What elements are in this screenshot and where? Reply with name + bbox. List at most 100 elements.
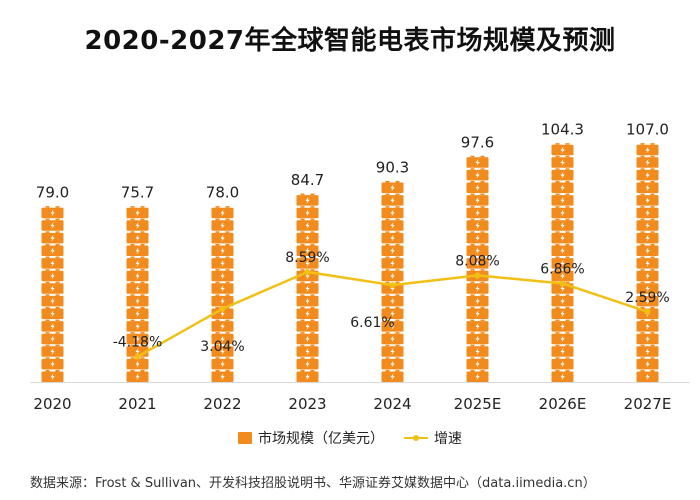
bar-segment-icon [135, 310, 140, 318]
bar-segment-icon [135, 209, 140, 217]
growth-value-label: 6.86% [540, 261, 584, 277]
bar-segment-cap [300, 332, 305, 334]
growth-value-label: 8.08% [455, 253, 499, 269]
bar-segment-cap [225, 256, 230, 259]
bar-segment-cap [470, 269, 475, 271]
bar-segment-cap [650, 155, 655, 158]
bar-segment-cap [45, 294, 50, 296]
bar-segment-icon [220, 272, 225, 280]
bar-segment-icon [390, 234, 395, 242]
bar-segment-cap [565, 218, 570, 221]
bar-segment-cap [55, 332, 60, 334]
bar-segment-cap [310, 206, 315, 208]
bar-segment-cap [215, 218, 220, 221]
bar-segment-icon [475, 259, 480, 267]
bar-segment-cap [55, 243, 60, 246]
bar-segment-icon [305, 196, 310, 204]
chart-title: 2020-2027年全球智能电表市场规模及预测 [84, 26, 616, 56]
bar-segment-cap [555, 180, 560, 183]
bar-segment-cap [300, 294, 305, 296]
bar-segment-cap [565, 143, 570, 145]
bar-segment-icon [305, 335, 310, 343]
bar-segment-icon [305, 297, 310, 305]
bar-segment-icon [135, 348, 140, 356]
bar-segment-cap [395, 206, 400, 208]
bar-segment-cap [300, 231, 305, 233]
bar-segment-icon [645, 159, 650, 167]
growth-value-label: 3.04% [200, 339, 244, 355]
bar-2027E [636, 143, 659, 382]
bar-segment-cap [480, 243, 485, 246]
bar-segment-cap [45, 243, 50, 246]
line-marker-icon [404, 432, 428, 444]
x-tick-label: 2026E [539, 395, 587, 413]
bar-segment-cap [140, 369, 145, 372]
bar-segment-icon [305, 373, 310, 381]
bar-segment-cap [310, 218, 315, 221]
bar-segment-cap [480, 155, 485, 158]
bar-segment-cap [470, 193, 475, 196]
bar-segment-cap [45, 357, 50, 359]
bar-segment-cap [470, 168, 475, 170]
bar-segment-icon [560, 209, 565, 217]
bar-segment-icon [390, 259, 395, 267]
bar-segment-cap [650, 218, 655, 221]
bar-segment-cap [395, 294, 400, 296]
bar-segment-cap [300, 357, 305, 359]
bar-segment-cap [385, 269, 390, 271]
bar-segment-cap [480, 206, 485, 208]
bar-segment-cap [310, 357, 315, 359]
bar-segment-icon [645, 259, 650, 267]
x-tick-label: 2023 [288, 395, 326, 413]
bar-segment-cap [480, 332, 485, 334]
bar-segment-cap [130, 332, 135, 334]
bar-segment-cap [640, 269, 645, 271]
bar-segment-icon [390, 360, 395, 368]
bar-segment-cap [385, 206, 390, 208]
bar-segment-cap [470, 306, 475, 309]
bar-segment-cap [130, 206, 135, 208]
bar-segment-cap [640, 243, 645, 246]
bar-segment-cap [55, 294, 60, 296]
bar-segment-cap [640, 168, 645, 170]
bar-segment-cap [395, 281, 400, 284]
bar-segment-icon [645, 297, 650, 305]
bar-segment-cap [640, 180, 645, 183]
bar-segment-cap [310, 193, 315, 196]
bar-segment-cap [650, 294, 655, 296]
bar-segment-icon [135, 322, 140, 330]
bar-segment-icon [220, 209, 225, 217]
bar-segment-icon [135, 272, 140, 280]
bar-segment-cap [130, 306, 135, 309]
bar-value-label: 78.0 [206, 184, 239, 202]
bar-segment-cap [45, 319, 50, 322]
bar-segment-cap [565, 243, 570, 246]
bar-segment-cap [470, 243, 475, 246]
bar-segment-cap [480, 344, 485, 347]
bar-segment-cap [300, 369, 305, 372]
bar-segment-icon [50, 247, 55, 255]
bar-segment-icon [560, 297, 565, 305]
bar-segment-icon [135, 360, 140, 368]
bar-segment-cap [395, 256, 400, 259]
bar-segment-cap [130, 256, 135, 259]
bar-segment-icon [50, 285, 55, 293]
bar-segment-icon [50, 322, 55, 330]
bar-segment-icon [390, 272, 395, 280]
bar-segment-cap [565, 256, 570, 259]
bar-segment-cap [310, 269, 315, 271]
bar-segment-cap [215, 294, 220, 296]
bar-segment-icon [50, 234, 55, 242]
bar-2025E [466, 155, 489, 382]
bar-segment-cap [225, 231, 230, 233]
bar-segment-cap [640, 281, 645, 284]
legend-item-market-size: 市场规模（亿美元） [238, 428, 384, 448]
bar-segment-icon [560, 259, 565, 267]
bar-segment-icon [475, 184, 480, 192]
bar-segment-cap [650, 332, 655, 334]
bar-segment-cap [565, 319, 570, 322]
bar-segment-cap [215, 231, 220, 233]
x-tick-label: 2024 [373, 395, 411, 413]
bar-segment-cap [640, 344, 645, 347]
